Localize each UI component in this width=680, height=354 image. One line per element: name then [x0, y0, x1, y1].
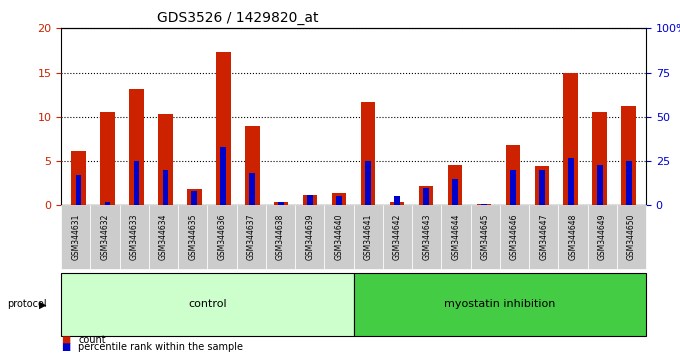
Text: ▶: ▶	[39, 299, 46, 309]
Text: myostatin inhibition: myostatin inhibition	[444, 299, 556, 309]
Bar	[220, 147, 226, 205]
Text: percentile rank within the sample: percentile rank within the sample	[78, 342, 243, 352]
Bar	[510, 170, 515, 205]
Text: GSM344633: GSM344633	[130, 214, 139, 261]
Bar	[365, 161, 371, 205]
Text: ■: ■	[61, 342, 71, 352]
Bar	[361, 102, 375, 205]
Bar	[390, 202, 405, 205]
Bar	[626, 161, 632, 205]
Text: ■: ■	[61, 335, 71, 345]
Bar	[75, 175, 82, 205]
Bar	[336, 196, 342, 205]
Bar	[100, 113, 115, 205]
Bar	[163, 170, 169, 205]
Text: GSM344647: GSM344647	[539, 214, 548, 261]
Text: GSM344640: GSM344640	[335, 214, 343, 261]
Text: GSM344637: GSM344637	[247, 214, 256, 261]
Bar	[622, 106, 636, 205]
Bar	[303, 195, 318, 205]
Text: GSM344648: GSM344648	[568, 214, 577, 261]
Bar	[192, 191, 197, 205]
Bar	[394, 196, 400, 205]
Text: GSM344642: GSM344642	[393, 214, 402, 261]
Bar	[129, 88, 143, 205]
Text: GSM344631: GSM344631	[71, 214, 80, 261]
Bar	[477, 204, 491, 205]
Bar	[419, 186, 433, 205]
Bar	[250, 173, 255, 205]
Bar	[506, 145, 520, 205]
Text: GDS3526 / 1429820_at: GDS3526 / 1429820_at	[157, 11, 319, 25]
Bar	[245, 126, 260, 205]
Bar	[447, 165, 462, 205]
Text: GSM344635: GSM344635	[188, 214, 197, 261]
Text: GSM344646: GSM344646	[510, 214, 519, 261]
Text: GSM344634: GSM344634	[159, 214, 168, 261]
Bar	[534, 166, 549, 205]
Bar	[274, 202, 288, 205]
Text: GSM344636: GSM344636	[218, 214, 226, 261]
Bar	[568, 158, 574, 205]
Bar	[105, 202, 110, 205]
Text: GSM344645: GSM344645	[481, 214, 490, 261]
Text: GSM344639: GSM344639	[305, 214, 314, 261]
Text: control: control	[188, 299, 226, 309]
Bar	[423, 188, 429, 205]
Bar	[307, 195, 313, 205]
Text: GSM344641: GSM344641	[364, 214, 373, 261]
Bar	[564, 73, 578, 205]
Bar	[539, 170, 545, 205]
Text: GSM344649: GSM344649	[598, 214, 607, 261]
Bar	[332, 193, 346, 205]
Bar	[592, 113, 607, 205]
Text: GSM344644: GSM344644	[452, 214, 460, 261]
Bar	[278, 202, 284, 205]
Text: GSM344650: GSM344650	[627, 214, 636, 261]
Bar	[71, 152, 86, 205]
Text: GSM344643: GSM344643	[422, 214, 431, 261]
Text: protocol: protocol	[7, 299, 46, 309]
Bar	[481, 204, 487, 205]
Bar	[452, 179, 458, 205]
Text: count: count	[78, 335, 106, 345]
Bar	[158, 114, 173, 205]
Bar	[133, 161, 139, 205]
Text: GSM344638: GSM344638	[276, 214, 285, 261]
Bar	[187, 189, 201, 205]
Text: GSM344632: GSM344632	[101, 214, 109, 261]
Bar	[216, 52, 231, 205]
Bar	[597, 165, 602, 205]
